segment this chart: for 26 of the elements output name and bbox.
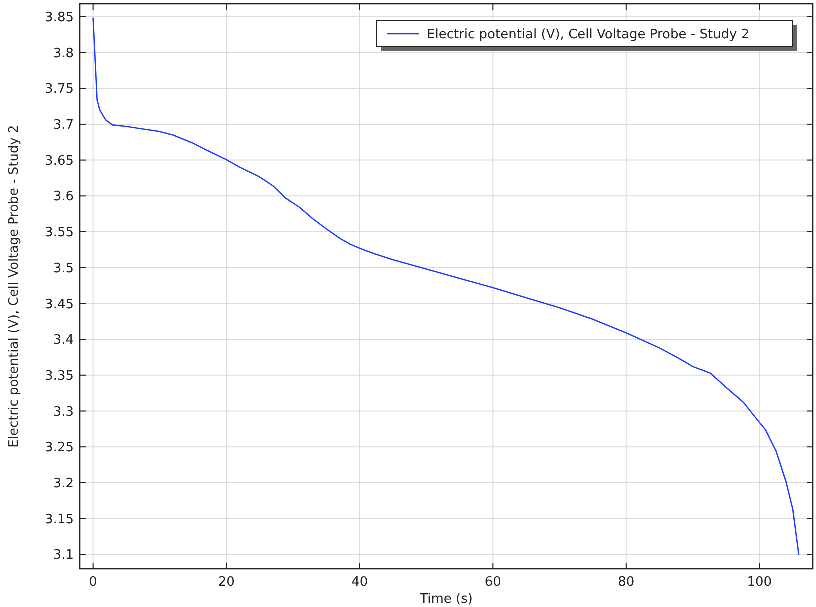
y-tick-label: 3.2: [53, 476, 74, 492]
y-tick-label: 3.1: [53, 548, 74, 564]
y-tick-label: 3.3: [53, 404, 74, 420]
x-tick-label: 100: [747, 575, 772, 590]
x-tick-label: 80: [618, 575, 635, 590]
y-tick-label: 3.7: [53, 118, 74, 134]
y-tick-label: 3.35: [45, 368, 74, 384]
y-tick-label: 3.45: [45, 297, 74, 312]
y-tick-label: 3.75: [45, 82, 74, 98]
y-tick-label: 3.85: [45, 10, 74, 26]
y-tick-label: 3.55: [45, 226, 74, 241]
x-tick-label: 20: [218, 575, 235, 590]
legend-label: Electric potential (V), Cell Voltage Probe - Study 2: [427, 28, 750, 43]
x-tick-label: 40: [352, 575, 368, 590]
x-tick-label: 60: [484, 575, 502, 590]
line-series: [92, 18, 800, 556]
y-tick-label: 3.65: [45, 154, 74, 169]
y-axis-title: Electric potential (V), Cell Voltage Probe - Study 2: [7, 125, 22, 448]
y-tick-label: 3.5: [53, 261, 74, 276]
y-tick-label: 3.4: [53, 333, 74, 348]
x-axis-title: Time (s): [419, 592, 473, 607]
y-tick-label: 3.15: [45, 512, 74, 528]
y-tick-label: 3.25: [45, 440, 74, 456]
x-tick-label: 0: [89, 575, 98, 590]
y-tick-label: 3.8: [53, 46, 74, 62]
y-tick-label: 3.6: [53, 190, 74, 205]
